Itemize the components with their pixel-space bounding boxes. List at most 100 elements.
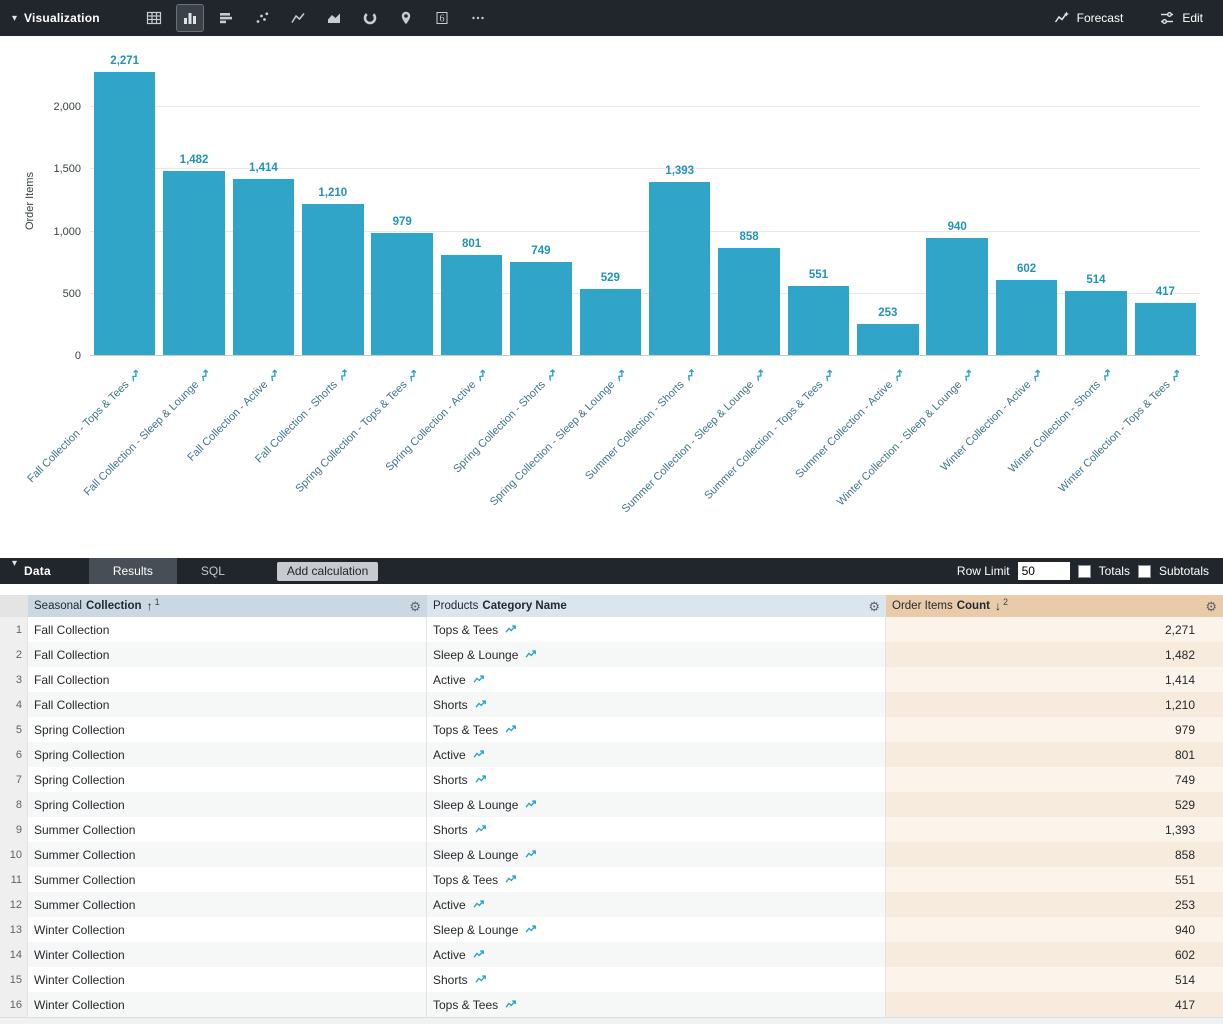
x-axis-category-label[interactable]: Summer Collection - Shorts xyxy=(583,366,700,483)
totals-checkbox[interactable] xyxy=(1077,564,1091,578)
x-axis-category-label[interactable]: Summer Collection - Active xyxy=(792,366,907,481)
collection-cell[interactable]: Winter Collection xyxy=(28,992,427,1017)
viz-type-column-icon[interactable] xyxy=(175,4,204,32)
tab-results[interactable]: Results xyxy=(88,558,177,584)
bar[interactable] xyxy=(718,248,780,355)
forecast-button[interactable]: Forecast xyxy=(1054,10,1123,26)
count-cell[interactable]: 801 xyxy=(886,742,1223,767)
category-cell[interactable]: Tops & Tees xyxy=(427,617,886,642)
x-axis-category-label[interactable]: Spring Collection - Active xyxy=(383,366,491,474)
category-cell[interactable]: Tops & Tees xyxy=(427,867,886,892)
category-cell[interactable]: Shorts xyxy=(427,692,886,717)
category-cell[interactable]: Shorts xyxy=(427,967,886,992)
bar[interactable] xyxy=(926,237,988,355)
sort-descending-icon[interactable]: ↓ xyxy=(994,599,1001,613)
category-cell[interactable]: Shorts xyxy=(427,767,886,792)
x-axis-category-label[interactable]: Winter Collection - Shorts xyxy=(1006,366,1116,476)
count-cell[interactable]: 1,414 xyxy=(886,667,1223,692)
count-cell[interactable]: 551 xyxy=(886,867,1223,892)
count-cell[interactable]: 1,210 xyxy=(886,692,1223,717)
collection-cell[interactable]: Winter Collection xyxy=(28,917,427,942)
x-axis-category-label[interactable]: Winter Collection - Tops & Tees xyxy=(1056,366,1186,496)
tab-sql[interactable]: SQL xyxy=(200,564,225,578)
gear-icon[interactable]: ⚙ xyxy=(409,598,421,614)
collection-cell[interactable]: Fall Collection xyxy=(28,667,427,692)
bar[interactable] xyxy=(995,280,1058,355)
collection-cell[interactable]: Spring Collection xyxy=(28,717,427,742)
collection-cell[interactable]: Summer Collection xyxy=(28,817,427,842)
collection-cell[interactable]: Fall Collection xyxy=(28,617,427,642)
gear-icon[interactable]: ⚙ xyxy=(1205,598,1217,614)
viz-type-line-icon[interactable] xyxy=(284,4,312,32)
viz-type-table-icon[interactable] xyxy=(140,4,168,32)
category-cell[interactable]: Active xyxy=(427,892,886,917)
bar[interactable] xyxy=(93,72,156,355)
category-cell[interactable]: Tops & Tees xyxy=(427,992,886,1017)
subtotals-checkbox[interactable] xyxy=(1137,564,1151,578)
x-axis-category-label[interactable]: Winter Collection - Sleep & Lounge xyxy=(834,366,977,509)
column-header-seasonal-collection[interactable]: Seasonal Collection ↑ 1 ⚙ xyxy=(28,595,427,617)
count-cell[interactable]: 940 xyxy=(886,917,1223,942)
x-axis-category-label[interactable]: Spring Collection - Sleep & Lounge xyxy=(487,366,630,509)
collection-cell[interactable]: Winter Collection xyxy=(28,942,427,967)
category-cell[interactable]: Shorts xyxy=(427,817,886,842)
count-cell[interactable]: 417 xyxy=(886,992,1223,1017)
bar[interactable] xyxy=(1065,291,1127,355)
collection-cell[interactable]: Fall Collection xyxy=(28,692,427,717)
x-axis-category-label[interactable]: Summer Collection - Tops & Tees xyxy=(702,366,839,503)
row-limit-input[interactable] xyxy=(1017,562,1070,580)
category-cell[interactable]: Active xyxy=(427,667,886,692)
x-axis-category-label[interactable]: Fall Collection - Sleep & Lounge xyxy=(81,366,214,499)
count-cell[interactable]: 1,393 xyxy=(886,817,1223,842)
viz-type-scatter-icon[interactable] xyxy=(248,4,276,32)
x-axis-category-label[interactable]: Fall Collection - Shorts xyxy=(253,366,353,466)
category-cell[interactable]: Tops & Tees xyxy=(427,717,886,742)
bar[interactable] xyxy=(163,170,225,355)
count-cell[interactable]: 514 xyxy=(886,967,1223,992)
category-cell[interactable]: Active xyxy=(427,742,886,767)
collection-cell[interactable]: Spring Collection xyxy=(28,742,427,767)
category-cell[interactable]: Active xyxy=(427,942,886,967)
bar[interactable] xyxy=(579,289,642,355)
column-header-order-items-count[interactable]: Order Items Count ↓ 2 ⚙ xyxy=(886,595,1223,617)
gear-icon[interactable]: ⚙ xyxy=(868,598,880,614)
count-cell[interactable]: 529 xyxy=(886,792,1223,817)
viz-type-map-icon[interactable] xyxy=(392,4,420,32)
count-cell[interactable]: 749 xyxy=(886,767,1223,792)
collection-cell[interactable]: Summer Collection xyxy=(28,892,427,917)
collection-cell[interactable]: Spring Collection xyxy=(28,792,427,817)
viz-type-more-icon[interactable] xyxy=(464,4,492,32)
collection-cell[interactable]: Spring Collection xyxy=(28,767,427,792)
category-cell[interactable]: Sleep & Lounge xyxy=(427,792,886,817)
edit-button[interactable]: Edit xyxy=(1159,10,1203,26)
bar[interactable] xyxy=(510,261,572,355)
viz-type-single-value-icon[interactable]: 6 xyxy=(428,4,456,32)
viz-type-area-icon[interactable] xyxy=(320,4,348,32)
viz-type-pie-icon[interactable] xyxy=(356,4,384,32)
x-axis-category-label[interactable]: Spring Collection - Shorts xyxy=(451,366,561,476)
category-cell[interactable]: Sleep & Lounge xyxy=(427,642,886,667)
count-cell[interactable]: 858 xyxy=(886,842,1223,867)
count-cell[interactable]: 253 xyxy=(886,892,1223,917)
bar[interactable] xyxy=(302,204,364,355)
collection-cell[interactable]: Winter Collection xyxy=(28,967,427,992)
category-cell[interactable]: Sleep & Lounge xyxy=(427,842,886,867)
bar[interactable] xyxy=(1134,303,1197,355)
count-cell[interactable]: 1,482 xyxy=(886,642,1223,667)
sort-ascending-icon[interactable]: ↑ xyxy=(146,599,153,613)
count-cell[interactable]: 602 xyxy=(886,942,1223,967)
count-cell[interactable]: 2,271 xyxy=(886,617,1223,642)
bar[interactable] xyxy=(232,178,295,355)
bar[interactable] xyxy=(648,181,711,355)
bar[interactable] xyxy=(440,255,503,355)
viz-type-bar-icon[interactable] xyxy=(212,4,240,32)
x-axis-category-label[interactable]: Winter Collection - Active xyxy=(938,366,1046,474)
collapse-visualization-caret-icon[interactable]: ▾ xyxy=(12,12,18,24)
column-header-products-category-name[interactable]: Products Category Name ⚙ xyxy=(427,595,886,617)
x-axis-category-label[interactable]: Spring Collection - Tops & Tees xyxy=(292,366,422,496)
bar[interactable] xyxy=(857,323,919,355)
x-axis-category-label[interactable]: Fall Collection - Tops & Tees xyxy=(25,366,145,486)
count-cell[interactable]: 979 xyxy=(886,717,1223,742)
category-cell[interactable]: Sleep & Lounge xyxy=(427,917,886,942)
x-axis-category-label[interactable]: Summer Collection - Sleep & Lounge xyxy=(619,366,769,516)
